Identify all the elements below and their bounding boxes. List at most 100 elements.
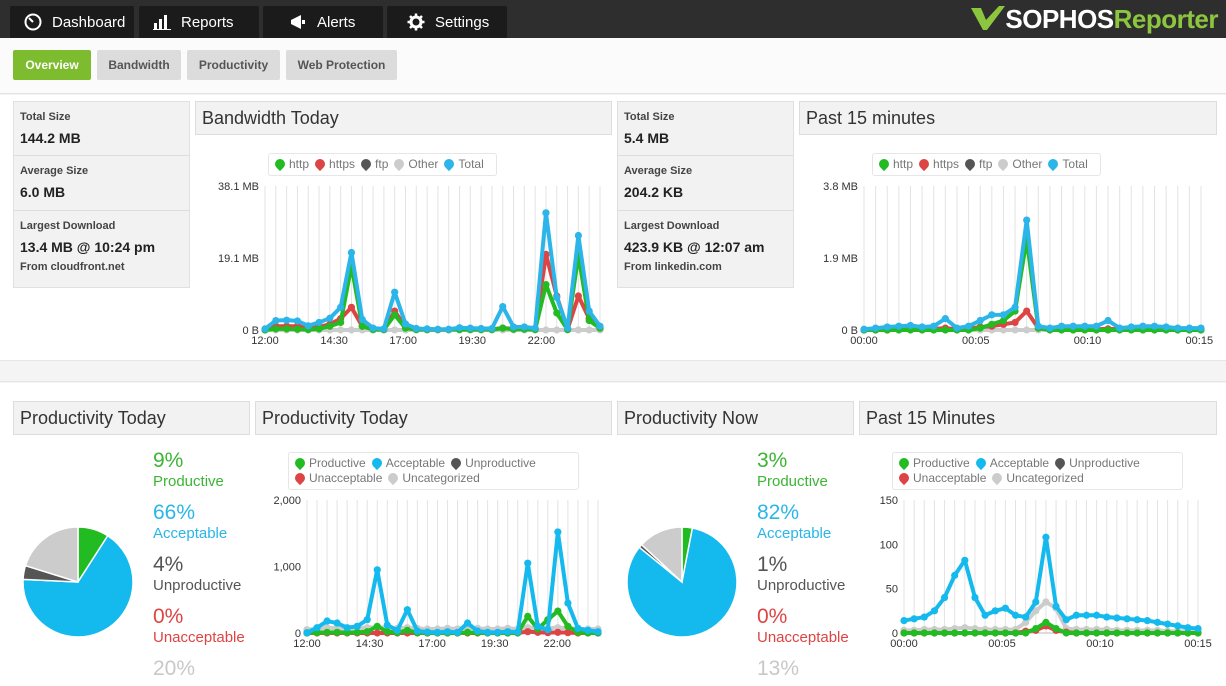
subtab-overview[interactable]: Overview bbox=[13, 50, 91, 80]
data-point-acceptable bbox=[313, 624, 321, 632]
subtab-bandwidth[interactable]: Bandwidth bbox=[97, 50, 181, 80]
legend-item[interactable]: Total bbox=[442, 156, 484, 172]
y-tick-label: 2,000 bbox=[273, 495, 301, 507]
legend-swatch-icon bbox=[292, 455, 308, 471]
legend-item[interactable]: Unacceptable bbox=[896, 470, 986, 486]
legend-label: http bbox=[289, 157, 310, 171]
y-tick-label: 3.8 MB bbox=[823, 181, 858, 193]
data-point-productive bbox=[910, 629, 918, 637]
gauge-icon bbox=[24, 13, 42, 31]
data-point-other bbox=[347, 326, 356, 334]
data-point-https bbox=[1023, 307, 1031, 315]
data-point-acceptable bbox=[423, 628, 432, 636]
data-point-productive bbox=[313, 629, 321, 637]
data-point-productive bbox=[524, 612, 532, 620]
data-point-total bbox=[423, 325, 431, 333]
subtab-bar: Overview Bandwidth Productivity Web Prot… bbox=[0, 38, 1226, 94]
legend-item[interactable]: Other bbox=[392, 156, 439, 172]
stat-label: Average Size bbox=[624, 165, 693, 177]
data-point-productive bbox=[463, 628, 472, 636]
data-point-productive bbox=[1113, 629, 1121, 637]
x-tick-label: 00:10 bbox=[1086, 638, 1114, 650]
data-point-acceptable bbox=[910, 615, 918, 623]
data-point-acceptable bbox=[1174, 622, 1182, 630]
data-point-total bbox=[304, 322, 312, 330]
data-point-uncategorized bbox=[961, 624, 969, 632]
x-tick-label: 17:00 bbox=[418, 638, 446, 650]
data-point-https bbox=[347, 303, 356, 311]
data-point-total bbox=[531, 324, 539, 332]
productivity-now-pie bbox=[626, 526, 738, 638]
legend-label: Other bbox=[408, 157, 439, 171]
data-point-total bbox=[401, 320, 410, 328]
data-point-productive bbox=[363, 628, 371, 636]
top-nav-bar: Dashboard Reports Alerts Settings SOPHOS… bbox=[0, 0, 1226, 38]
data-point-acceptable bbox=[403, 606, 411, 614]
data-point-http bbox=[988, 320, 996, 328]
percent-label: Productive bbox=[153, 473, 224, 490]
legend-item[interactable]: Unproductive bbox=[1053, 455, 1140, 471]
subtab-productivity[interactable]: Productivity bbox=[187, 50, 280, 80]
data-point-productive bbox=[1001, 629, 1009, 637]
data-point-total bbox=[574, 231, 582, 240]
pie-slice-uncategorized bbox=[640, 526, 683, 584]
legend-item[interactable]: Other bbox=[996, 156, 1042, 172]
legend-item[interactable]: Uncategorized bbox=[990, 470, 1084, 486]
data-point-http bbox=[542, 281, 550, 289]
legend-item[interactable]: https bbox=[312, 156, 355, 172]
legend-label: Unproductive bbox=[1069, 456, 1140, 470]
data-point-http bbox=[391, 311, 399, 319]
section-separator bbox=[0, 360, 1226, 382]
nav-settings-label: Settings bbox=[435, 13, 490, 31]
stat-average-size: Average Size 6.0 MB bbox=[14, 156, 189, 211]
data-point-productive bbox=[1163, 629, 1172, 637]
y-tick-label: 38.1 MB bbox=[218, 181, 259, 193]
percent-value: 0% bbox=[757, 605, 788, 628]
data-point-acceptable bbox=[920, 613, 928, 621]
legend-item[interactable]: Unproductive bbox=[449, 455, 536, 471]
nav-reports[interactable]: Reports bbox=[139, 6, 259, 38]
x-tick-label: 00:00 bbox=[850, 335, 878, 347]
bar-chart-icon bbox=[153, 15, 171, 30]
data-point-productive bbox=[403, 626, 411, 634]
legend-item[interactable]: Productive bbox=[896, 455, 970, 471]
legend-item[interactable]: ftp bbox=[962, 156, 992, 172]
legend-item[interactable]: Acceptable bbox=[369, 455, 445, 471]
legend-item[interactable]: Unacceptable bbox=[292, 470, 382, 486]
legend-item[interactable]: https bbox=[916, 156, 959, 172]
stat-label: Largest Download bbox=[624, 220, 720, 232]
data-point-total bbox=[953, 324, 961, 332]
legend-item[interactable]: Total bbox=[1046, 156, 1088, 172]
stat-source-host: linkedin.com bbox=[654, 261, 722, 273]
legend-item[interactable]: Acceptable bbox=[973, 455, 1049, 471]
percent-label: Unacceptable bbox=[153, 629, 245, 646]
nav-settings[interactable]: Settings bbox=[387, 6, 507, 38]
legend-item[interactable]: http bbox=[876, 156, 913, 172]
bandwidth-15min-chart: 0 B 1.9 MB 3.8 MB 00:00 00:05 00:10 00:15 bbox=[823, 181, 1213, 347]
legend-swatch-icon bbox=[369, 455, 384, 471]
legend-swatch-icon bbox=[916, 156, 932, 172]
legend-item[interactable]: http bbox=[272, 156, 310, 172]
x-tick-label: 14:30 bbox=[356, 638, 384, 650]
percent-label: Unproductive bbox=[757, 577, 846, 594]
stat-average-size: Average Size 204.2 KB bbox=[618, 156, 793, 211]
legend-item[interactable]: ftp bbox=[358, 156, 388, 172]
nav-alerts-label: Alerts bbox=[317, 13, 356, 31]
data-point-total bbox=[412, 324, 420, 333]
bandwidth-15min-stats: Total Size 5.4 MB Average Size 204.2 KB … bbox=[617, 101, 794, 288]
legend-item[interactable]: Uncategorized bbox=[386, 470, 480, 486]
data-point-acceptable bbox=[900, 616, 908, 625]
productivity-15min-chart: 0 50 100 150 00:00 00:05 00:10 00:15 bbox=[880, 495, 1212, 650]
data-point-acceptable bbox=[484, 628, 492, 636]
stat-value: 6.0 MB bbox=[20, 184, 66, 200]
data-point-productive bbox=[1123, 629, 1131, 637]
nav-dashboard[interactable]: Dashboard bbox=[10, 6, 134, 38]
data-point-acceptable bbox=[373, 566, 381, 574]
data-point-acceptable bbox=[1184, 624, 1192, 632]
subtab-web-protection[interactable]: Web Protection bbox=[286, 50, 397, 80]
stat-label: Average Size bbox=[20, 165, 89, 177]
legend-swatch-icon bbox=[876, 156, 892, 172]
percent-value: 9% bbox=[153, 449, 184, 472]
nav-alerts[interactable]: Alerts bbox=[263, 6, 383, 38]
legend-item[interactable]: Productive bbox=[292, 455, 366, 471]
